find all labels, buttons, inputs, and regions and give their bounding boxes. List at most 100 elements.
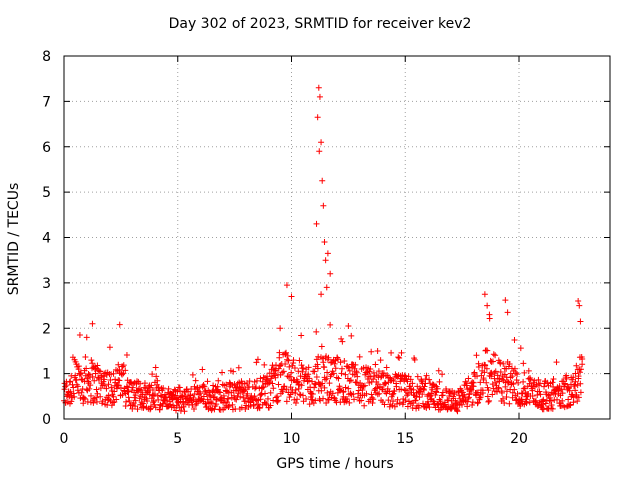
data-point bbox=[520, 360, 527, 367]
data-point bbox=[296, 357, 303, 364]
data-point bbox=[466, 390, 473, 397]
data-point bbox=[464, 403, 471, 410]
data-point bbox=[324, 396, 331, 403]
data-point bbox=[110, 393, 117, 400]
data-point bbox=[274, 393, 281, 400]
data-point bbox=[119, 391, 126, 398]
data-point bbox=[85, 370, 92, 377]
data-point bbox=[233, 396, 240, 403]
data-point bbox=[299, 392, 306, 399]
data-point bbox=[283, 398, 290, 405]
data-point bbox=[410, 386, 417, 393]
data-point bbox=[576, 369, 583, 376]
data-point bbox=[296, 391, 303, 398]
data-point bbox=[204, 378, 211, 385]
data-point bbox=[153, 373, 160, 380]
data-point bbox=[510, 380, 517, 387]
data-point bbox=[323, 284, 330, 291]
data-point bbox=[88, 357, 95, 364]
data-point bbox=[374, 347, 381, 354]
data-point bbox=[465, 375, 472, 382]
x-tick-label: 15 bbox=[396, 431, 414, 447]
data-point bbox=[511, 386, 518, 393]
y-tick-label: 6 bbox=[42, 140, 51, 156]
data-point bbox=[411, 356, 418, 363]
data-point bbox=[257, 396, 264, 403]
data-point bbox=[476, 394, 483, 401]
data-point bbox=[367, 366, 374, 373]
data-point bbox=[271, 367, 278, 374]
data-point bbox=[319, 355, 326, 362]
data-point bbox=[339, 338, 346, 345]
data-point bbox=[80, 394, 87, 401]
data-point bbox=[398, 349, 405, 356]
data-point bbox=[181, 408, 188, 415]
data-point bbox=[318, 291, 325, 298]
data-point bbox=[93, 398, 100, 405]
data-point bbox=[565, 384, 572, 391]
data-point bbox=[437, 401, 444, 408]
data-point bbox=[409, 404, 416, 411]
data-point bbox=[453, 399, 460, 406]
data-point bbox=[489, 381, 496, 388]
data-point bbox=[511, 337, 518, 344]
data-point bbox=[501, 400, 508, 407]
data-point bbox=[83, 365, 90, 372]
data-point bbox=[327, 270, 334, 277]
data-point bbox=[531, 377, 538, 384]
x-tick-label: 0 bbox=[60, 431, 69, 447]
data-point bbox=[196, 384, 203, 391]
data-point bbox=[358, 397, 365, 404]
data-point bbox=[575, 394, 582, 401]
data-point bbox=[321, 239, 328, 246]
data-point bbox=[434, 385, 441, 392]
data-point bbox=[67, 388, 74, 395]
data-point bbox=[346, 377, 353, 384]
data-point bbox=[407, 376, 414, 383]
data-point bbox=[275, 397, 282, 404]
data-point bbox=[338, 335, 345, 342]
data-point bbox=[315, 353, 322, 360]
data-point bbox=[63, 382, 70, 389]
data-point bbox=[306, 401, 313, 408]
data-point bbox=[575, 373, 582, 380]
data-point bbox=[346, 399, 353, 406]
data-point bbox=[481, 369, 488, 376]
data-point bbox=[283, 282, 290, 289]
data-point bbox=[68, 398, 75, 405]
data-point bbox=[288, 369, 295, 376]
data-point bbox=[527, 376, 534, 383]
data-point bbox=[525, 367, 532, 374]
data-point bbox=[94, 390, 101, 397]
data-point bbox=[506, 400, 513, 407]
data-point bbox=[465, 395, 472, 402]
data-point bbox=[484, 302, 491, 309]
data-point bbox=[401, 372, 408, 379]
data-point bbox=[475, 363, 482, 370]
data-point bbox=[502, 297, 509, 304]
data-point bbox=[306, 375, 313, 382]
y-tick-label: 3 bbox=[42, 276, 51, 292]
data-point bbox=[78, 389, 85, 396]
data-point bbox=[337, 359, 344, 366]
data-point bbox=[313, 356, 320, 363]
data-point bbox=[237, 393, 244, 400]
data-point bbox=[325, 354, 332, 361]
data-point bbox=[295, 368, 302, 375]
data-point bbox=[75, 363, 82, 370]
data-point bbox=[492, 379, 499, 386]
data-point bbox=[229, 401, 236, 408]
data-point bbox=[117, 384, 124, 391]
data-point bbox=[536, 388, 543, 395]
data-point bbox=[201, 383, 208, 390]
data-point bbox=[451, 391, 458, 398]
data-point bbox=[574, 398, 581, 405]
data-point bbox=[294, 378, 301, 385]
data-point bbox=[541, 383, 548, 390]
data-point bbox=[141, 384, 148, 391]
data-point bbox=[82, 395, 89, 402]
data-point bbox=[174, 388, 181, 395]
data-point bbox=[197, 390, 204, 397]
data-point bbox=[331, 360, 338, 367]
data-point bbox=[108, 402, 115, 409]
